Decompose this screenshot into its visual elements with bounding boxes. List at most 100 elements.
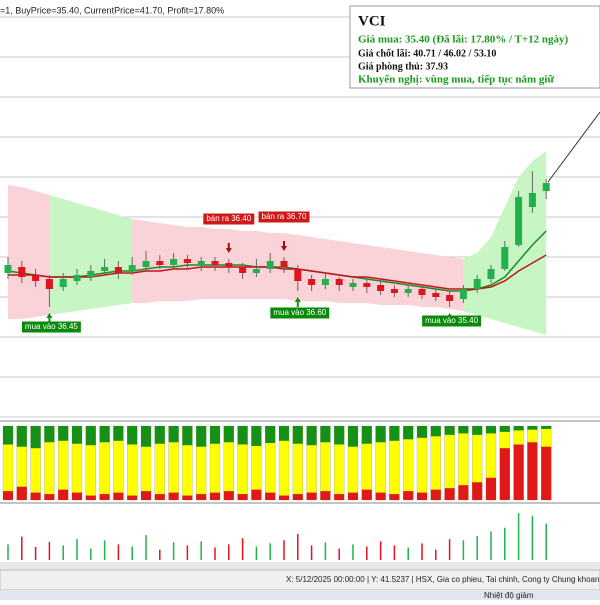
indicator-red <box>168 492 179 500</box>
indicator-green <box>237 426 248 445</box>
buy-arrow <box>46 313 53 323</box>
indicator-red <box>44 494 55 500</box>
indicator-green <box>85 426 96 446</box>
signal: mua vào 36.45 <box>21 313 81 333</box>
indicator-red <box>334 494 345 500</box>
indicator-red <box>430 489 441 500</box>
candle-body <box>501 247 509 269</box>
candle-body <box>308 279 316 285</box>
indicator-red <box>403 491 414 500</box>
indicator-red <box>444 488 455 500</box>
indicator-red <box>417 492 427 500</box>
indicator-green <box>265 426 276 444</box>
indicator-green <box>348 426 358 447</box>
info-box <box>349 5 600 89</box>
candle-body <box>156 261 164 265</box>
signal: bán ra 36.70 <box>258 211 310 251</box>
buy-label-bg <box>422 315 482 327</box>
indicator-red <box>306 492 317 500</box>
candle-body <box>432 293 440 297</box>
taskbar-weather: Nhiệt độ giảm <box>484 591 534 600</box>
indicator-green <box>292 426 303 444</box>
indicator-green <box>30 426 41 449</box>
candle-body <box>363 283 371 287</box>
indicator-green <box>417 426 427 438</box>
buy-label-bg <box>270 307 330 319</box>
indicator-green <box>444 426 455 435</box>
indicator-yellow <box>430 425 441 501</box>
signal: bán ra 36.40 <box>203 213 255 253</box>
indicator-red <box>99 494 110 500</box>
candle-body <box>142 261 150 267</box>
candle-body <box>418 289 426 295</box>
candle-body <box>487 269 495 279</box>
ticker: VCI <box>358 13 386 29</box>
indicator-red <box>141 491 151 500</box>
indicator-green <box>196 426 207 447</box>
candle-body <box>321 279 329 285</box>
candle-body <box>114 267 122 273</box>
indicator-red <box>320 491 331 500</box>
candle-body <box>404 289 412 293</box>
indicator-green <box>472 426 483 435</box>
signal: mua vào 35.40 <box>422 313 482 327</box>
candle-body <box>542 183 550 191</box>
indicator-red <box>486 477 496 500</box>
header-info: =1, BuyPrice=35.40, CurrentPrice=41.70, … <box>0 5 224 15</box>
indicator-green <box>306 426 317 446</box>
indicator-red <box>182 495 193 500</box>
sell-label: bán ra 36.70 <box>262 212 307 221</box>
indicator-red <box>251 489 262 500</box>
indicator-red <box>472 482 483 500</box>
stop-line: Giá phòng thủ: 37.93 <box>358 61 448 72</box>
indicator-green <box>458 426 469 434</box>
indicator-red <box>154 494 165 500</box>
indicator-green <box>486 426 496 434</box>
indicator-green <box>44 426 55 443</box>
indicator-red <box>3 491 13 500</box>
indicator-red <box>237 494 248 500</box>
indicator-green <box>223 426 234 443</box>
indicator-red <box>210 492 220 500</box>
indicator-green <box>182 426 193 446</box>
buy-label-bg <box>21 321 81 333</box>
indicator-red <box>513 444 524 500</box>
indicator-green <box>279 426 289 441</box>
indicator-red <box>58 489 69 500</box>
taskbar <box>0 590 600 600</box>
indicator-red <box>127 495 138 500</box>
indicator-red <box>113 492 124 500</box>
candle-body <box>211 261 219 265</box>
candle-body <box>459 289 467 299</box>
candle-body <box>377 285 385 291</box>
indicator-green <box>99 426 110 443</box>
indicator-red <box>348 492 358 500</box>
candle-body <box>73 275 81 281</box>
indicator-green <box>72 426 82 444</box>
indicator-red <box>527 442 538 500</box>
indicator-red <box>279 495 289 500</box>
sell-arrow <box>225 243 232 253</box>
buy-label: mua vào 36.60 <box>273 308 326 317</box>
indicator-red <box>16 486 27 500</box>
candle-body <box>515 197 523 245</box>
indicator-green <box>168 426 179 443</box>
candle-body <box>390 289 398 293</box>
candle-body <box>335 279 343 285</box>
candle-body <box>225 263 233 267</box>
advice-line: Khuyến nghị: vùng mua, tiếp tục nắm giữ <box>358 74 554 86</box>
indicator-green <box>499 426 510 432</box>
buy-label: mua vào 35.40 <box>425 316 478 325</box>
indicator-green <box>541 426 552 429</box>
candle-body <box>446 295 454 301</box>
candle-body <box>294 269 302 281</box>
band-zone <box>49 195 133 315</box>
indicator-green <box>403 426 414 440</box>
candle-body <box>197 261 205 265</box>
candle-body <box>473 279 481 289</box>
candle-body <box>252 269 260 273</box>
indicator-green <box>389 426 400 441</box>
candle-body <box>18 267 26 277</box>
indicator-green <box>251 426 262 446</box>
sell-arrow <box>281 241 287 251</box>
